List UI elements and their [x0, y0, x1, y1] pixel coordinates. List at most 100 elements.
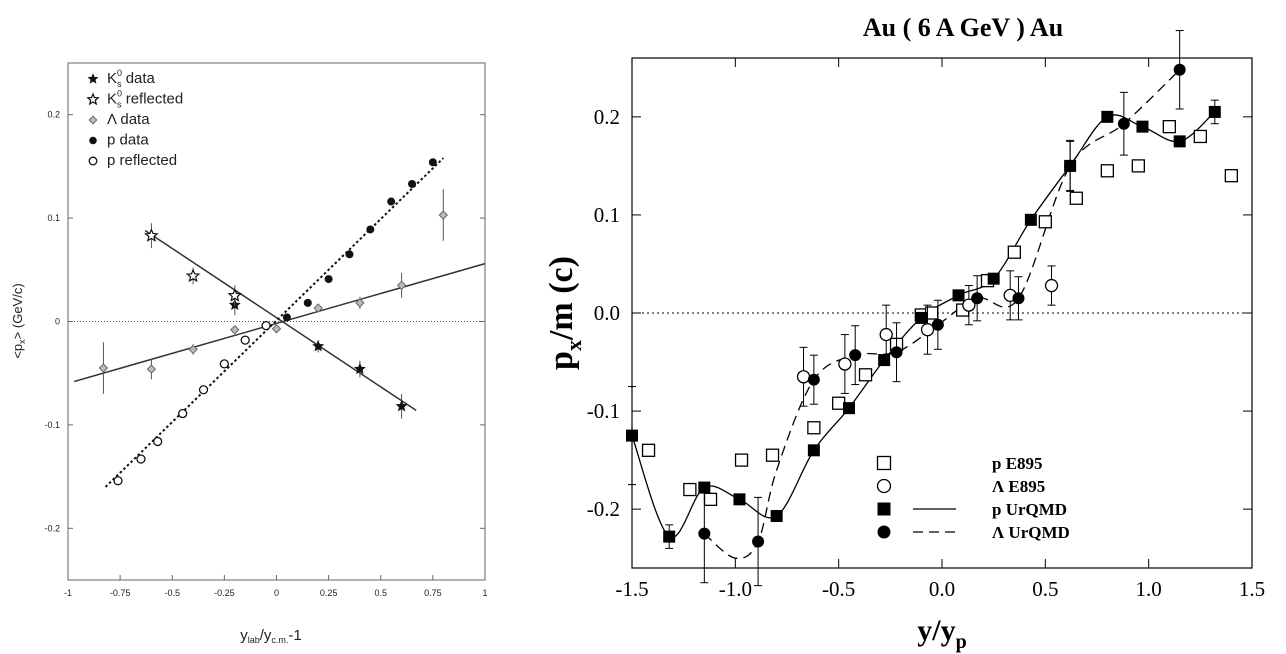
left-point-diamond	[146, 364, 157, 374]
right-legend-marker	[876, 455, 892, 471]
right-point-square-filled	[1208, 105, 1221, 118]
right-point-square-filled	[878, 354, 891, 367]
left-point-circle-open	[136, 454, 146, 464]
left-point-star-filled	[312, 340, 325, 352]
left-x-tick-label: 0.5	[374, 588, 387, 598]
right-point-circle-open	[920, 323, 935, 337]
right-ticks: -1.5 -1.0 -0.5 0.0 0.5 1.0 1.5 -0.2 -0.1 0.0 0.1 0.…	[587, 58, 1265, 601]
right-point-circle-filled	[698, 527, 711, 540]
left-y-tick-label: -0.2	[44, 523, 60, 533]
right-point-circle-filled	[1117, 117, 1130, 130]
right-point-square-open	[832, 396, 846, 410]
left-fit-line-2	[74, 262, 486, 383]
right-point-square-open	[734, 453, 749, 467]
left-point-circle-open	[240, 335, 250, 345]
right-point-circle-filled	[1064, 159, 1077, 172]
right-point-square-filled	[663, 530, 676, 543]
left-legend-marker	[87, 73, 99, 84]
left-legend-marker	[88, 156, 98, 166]
left-point-circle-open	[113, 476, 123, 486]
left-point-diamond	[438, 210, 449, 220]
left-point-circle-filled	[345, 250, 354, 259]
left-point-circle-filled	[303, 298, 312, 307]
right-point-circle-filled	[931, 318, 944, 331]
right-point-circle-open	[962, 298, 976, 312]
right-point-circle-filled	[1173, 63, 1186, 76]
right-legend-marker	[877, 502, 891, 516]
left-point-diamond	[188, 344, 198, 355]
left-point-star-filled	[395, 400, 408, 412]
right-x-tick-label: -1.5	[615, 577, 648, 601]
left-point-star-open	[227, 288, 243, 302]
right-point-square-open	[765, 448, 780, 462]
right-point-circle-filled	[752, 535, 765, 548]
right-point-circle-open	[1044, 278, 1059, 293]
left-x-tick-label: -1	[64, 588, 72, 598]
right-point-square-filled	[807, 444, 820, 457]
right-point-square-filled	[1136, 120, 1149, 133]
right-point-square-open	[1038, 215, 1052, 229]
right-point-square-open	[1162, 120, 1176, 134]
left-y-tick-label: 0.1	[47, 213, 60, 223]
right-point-circle-open	[796, 370, 811, 384]
right-point-circle-filled	[971, 292, 984, 305]
right-point-circle-open	[838, 357, 852, 371]
right-point-square-open	[858, 368, 873, 382]
left-point-circle-filled	[387, 197, 396, 206]
right-legend-label: p UrQMD	[992, 500, 1067, 519]
left-point-circle-open	[178, 408, 188, 419]
right-point-square-open	[683, 482, 697, 497]
left-point-circle-filled	[408, 179, 417, 188]
right-point-square-open	[641, 443, 656, 457]
left-fit-line-1	[144, 229, 417, 412]
left-point-diamond	[271, 324, 282, 334]
left-x-tick-label: 0.75	[424, 588, 442, 598]
right-point-square-filled	[915, 311, 928, 324]
right-point-square-open	[1224, 169, 1238, 183]
left-point-circle-filled	[428, 158, 437, 167]
right-y-tick-label: 0.0	[594, 301, 620, 325]
right-point-circle-filled	[1012, 292, 1025, 305]
left-point-diamond	[396, 280, 407, 291]
right-point-square-filled	[770, 510, 783, 523]
right-x-tick-label: 0.0	[929, 577, 955, 601]
left-chart: -1 -0.75 -0.5 -0.25 0 0.25 0.5 0.75 1 -0.2 -0.1 0 0.…	[10, 62, 488, 645]
left-point-circle-open	[198, 385, 209, 395]
left-x-tick-label: 1	[482, 588, 487, 598]
left-x-tick-label: -0.5	[164, 588, 180, 598]
left-fit-lines	[74, 157, 486, 488]
left-point-circle-open	[261, 320, 271, 331]
right-y-tick-label: -0.2	[587, 497, 620, 521]
left-legend-label: K0 s data	[107, 68, 156, 89]
right-y-axis-label: px/m (c)	[543, 256, 586, 370]
left-legend-label: p reflected	[107, 152, 177, 169]
left-y-tick-label: -0.1	[44, 420, 60, 430]
right-point-square-filled	[1101, 110, 1114, 123]
right-point-circle-filled	[849, 349, 862, 362]
left-x-tick-label: 0.25	[320, 588, 338, 598]
left-legend-marker	[89, 136, 97, 145]
right-point-square-open	[1131, 159, 1145, 173]
left-point-circle-filled	[324, 275, 333, 284]
right-point-square-filled	[952, 289, 965, 302]
right-point-square-filled	[1173, 135, 1186, 148]
right-legend-label: p E895	[992, 454, 1043, 473]
left-point-circle-open	[219, 359, 230, 369]
left-y-tick-label: 0	[55, 317, 60, 327]
left-point-diamond	[313, 303, 323, 313]
right-data-points	[626, 30, 1238, 587]
right-y-tick-label: 0.1	[594, 203, 620, 227]
left-point-circle-open	[153, 436, 163, 447]
right-point-square-open	[1193, 129, 1207, 144]
left-legend-label: K0 s reflected	[107, 89, 183, 110]
right-x-tick-label: -0.5	[822, 577, 855, 601]
left-legend-marker	[88, 115, 98, 125]
left-x-tick-label: 0	[274, 588, 279, 598]
right-legend-label: Λ E895	[992, 477, 1045, 496]
left-point-diamond	[230, 325, 240, 335]
left-legend-label: p data	[107, 132, 149, 149]
left-x-tick-label: -0.25	[214, 588, 235, 598]
left-point-diamond	[355, 298, 365, 308]
right-y-tick-label: -0.1	[587, 399, 620, 423]
